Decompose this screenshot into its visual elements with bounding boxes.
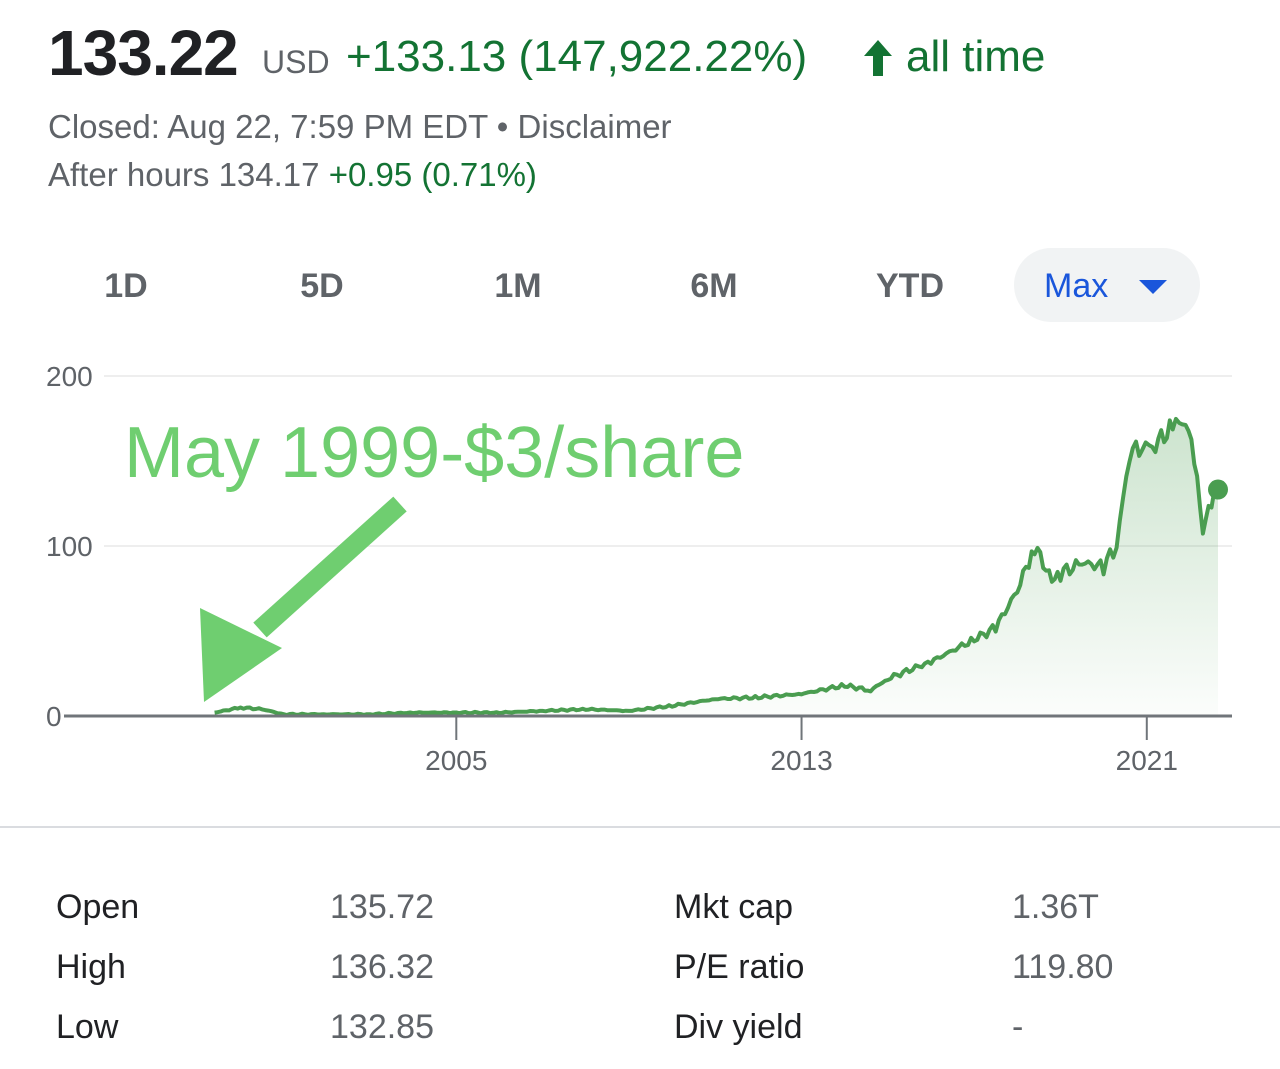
stat-label-low: Low (56, 1008, 119, 1046)
after-hours-row: After hours 134.17 +0.95 (0.71%) (48, 156, 537, 194)
currency-label: USD (262, 44, 330, 80)
price-change: +133.13 (147,922.22%) (346, 32, 808, 81)
stat-value-div-yield: - (1012, 1008, 1024, 1046)
x-tick-label: 2005 (425, 745, 487, 776)
chart-annotation: May 1999-$3/share (124, 413, 745, 493)
stat-value-open: 135.72 (330, 888, 434, 926)
price-chart: 0 100 200 2005 2013 2021 (46, 361, 1232, 776)
change-period: all time (906, 32, 1046, 81)
price-area-fill (214, 418, 1219, 716)
arrow-annotation-icon (200, 496, 407, 702)
tab-max[interactable] (1014, 248, 1200, 322)
closed-text: Closed: Aug 22, 7:59 PM EDT (48, 108, 488, 145)
stat-value-low: 132.85 (330, 1008, 434, 1046)
caret-down-icon (1139, 280, 1167, 294)
section-divider (0, 826, 1280, 828)
stat-label-pe-ratio: P/E ratio (674, 948, 805, 986)
tab-6m[interactable]: 6M (690, 267, 738, 305)
disclaimer-link[interactable]: Disclaimer (517, 108, 672, 145)
after-hours-price: After hours 134.17 (48, 156, 320, 193)
tab-ytd[interactable]: YTD (876, 267, 944, 305)
stat-label-mkt-cap: Mkt cap (674, 888, 794, 926)
stock-price: 133.22 (48, 17, 239, 89)
x-tick-label: 2013 (770, 745, 832, 776)
stat-value-high: 136.32 (330, 948, 434, 986)
separator: • (487, 108, 518, 145)
stat-value-pe-ratio: 119.80 (1012, 948, 1114, 986)
y-tick-label: 200 (46, 361, 93, 392)
price-line (214, 416, 1219, 717)
tab-max-label: Max (1044, 267, 1109, 305)
x-tick-label: 2021 (1116, 745, 1178, 776)
tab-1m[interactable]: 1M (494, 267, 542, 305)
stat-value-mkt-cap: 1.36T (1012, 888, 1099, 926)
stat-label-high: High (56, 948, 126, 986)
arrow-up-icon (864, 40, 892, 76)
y-tick-label: 0 (46, 701, 62, 732)
after-hours-change: +0.95 (0.71%) (328, 156, 537, 193)
last-price-marker (1208, 479, 1228, 500)
tab-5d[interactable]: 5D (300, 267, 344, 305)
stat-label-open: Open (56, 888, 140, 926)
market-status: Closed: Aug 22, 7:59 PM EDT • Disclaimer (48, 108, 672, 146)
y-tick-label: 100 (46, 531, 93, 562)
stat-label-div-yield: Div yield (674, 1008, 803, 1046)
tab-1d[interactable]: 1D (104, 267, 148, 305)
